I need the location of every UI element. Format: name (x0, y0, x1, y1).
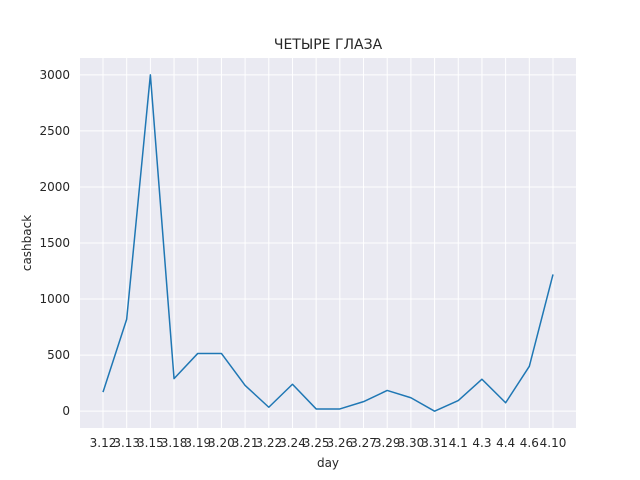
x-tick-label: 3.29 (374, 436, 401, 450)
y-tick-label: 1500 (39, 236, 70, 250)
x-tick-label: 3.24 (279, 436, 306, 450)
y-tick-label: 1000 (39, 292, 70, 306)
chart-title: ЧЕТЫРЕ ГЛАЗА (274, 37, 383, 53)
x-tick-labels: 3.123.133.153.183.193.203.213.223.243.25… (90, 436, 567, 450)
x-tick-label: 3.26 (326, 436, 353, 450)
x-tick-label: 3.31 (421, 436, 448, 450)
y-tick-label: 2500 (39, 124, 70, 138)
series-line (102, 74, 554, 412)
y-axis-label: cashback (20, 215, 34, 271)
x-tick-label: 4.3 (472, 436, 491, 450)
y-tick-labels: 0 500 1000 1500 2000 2500 3000 (39, 68, 70, 418)
y-tick-label: 0 (62, 404, 70, 418)
x-tick-label: 3.18 (161, 436, 188, 450)
x-tick-label: 4.10 (540, 436, 567, 450)
x-tick-label: 4.1 (449, 436, 468, 450)
x-tick-label: 3.19 (184, 436, 211, 450)
y-tick-label: 3000 (39, 68, 70, 82)
x-tick-label: 4.4 (496, 436, 515, 450)
x-tick-label: 3.20 (208, 436, 235, 450)
x-tick-label: 3.21 (232, 436, 259, 450)
x-tick-label: 3.22 (255, 436, 282, 450)
x-tick-label: 3.12 (90, 436, 117, 450)
y-tick-label: 500 (47, 348, 70, 362)
x-tick-label: 4.6 (520, 436, 539, 450)
x-tick-label: 3.25 (303, 436, 330, 450)
x-tick-label: 3.15 (137, 436, 164, 450)
x-tick-label: 3.13 (113, 436, 140, 450)
x-axis-label: day (317, 456, 339, 470)
y-tick-label: 2000 (39, 180, 70, 194)
x-tick-label: 3.27 (350, 436, 377, 450)
x-tick-label: 3.30 (398, 436, 425, 450)
